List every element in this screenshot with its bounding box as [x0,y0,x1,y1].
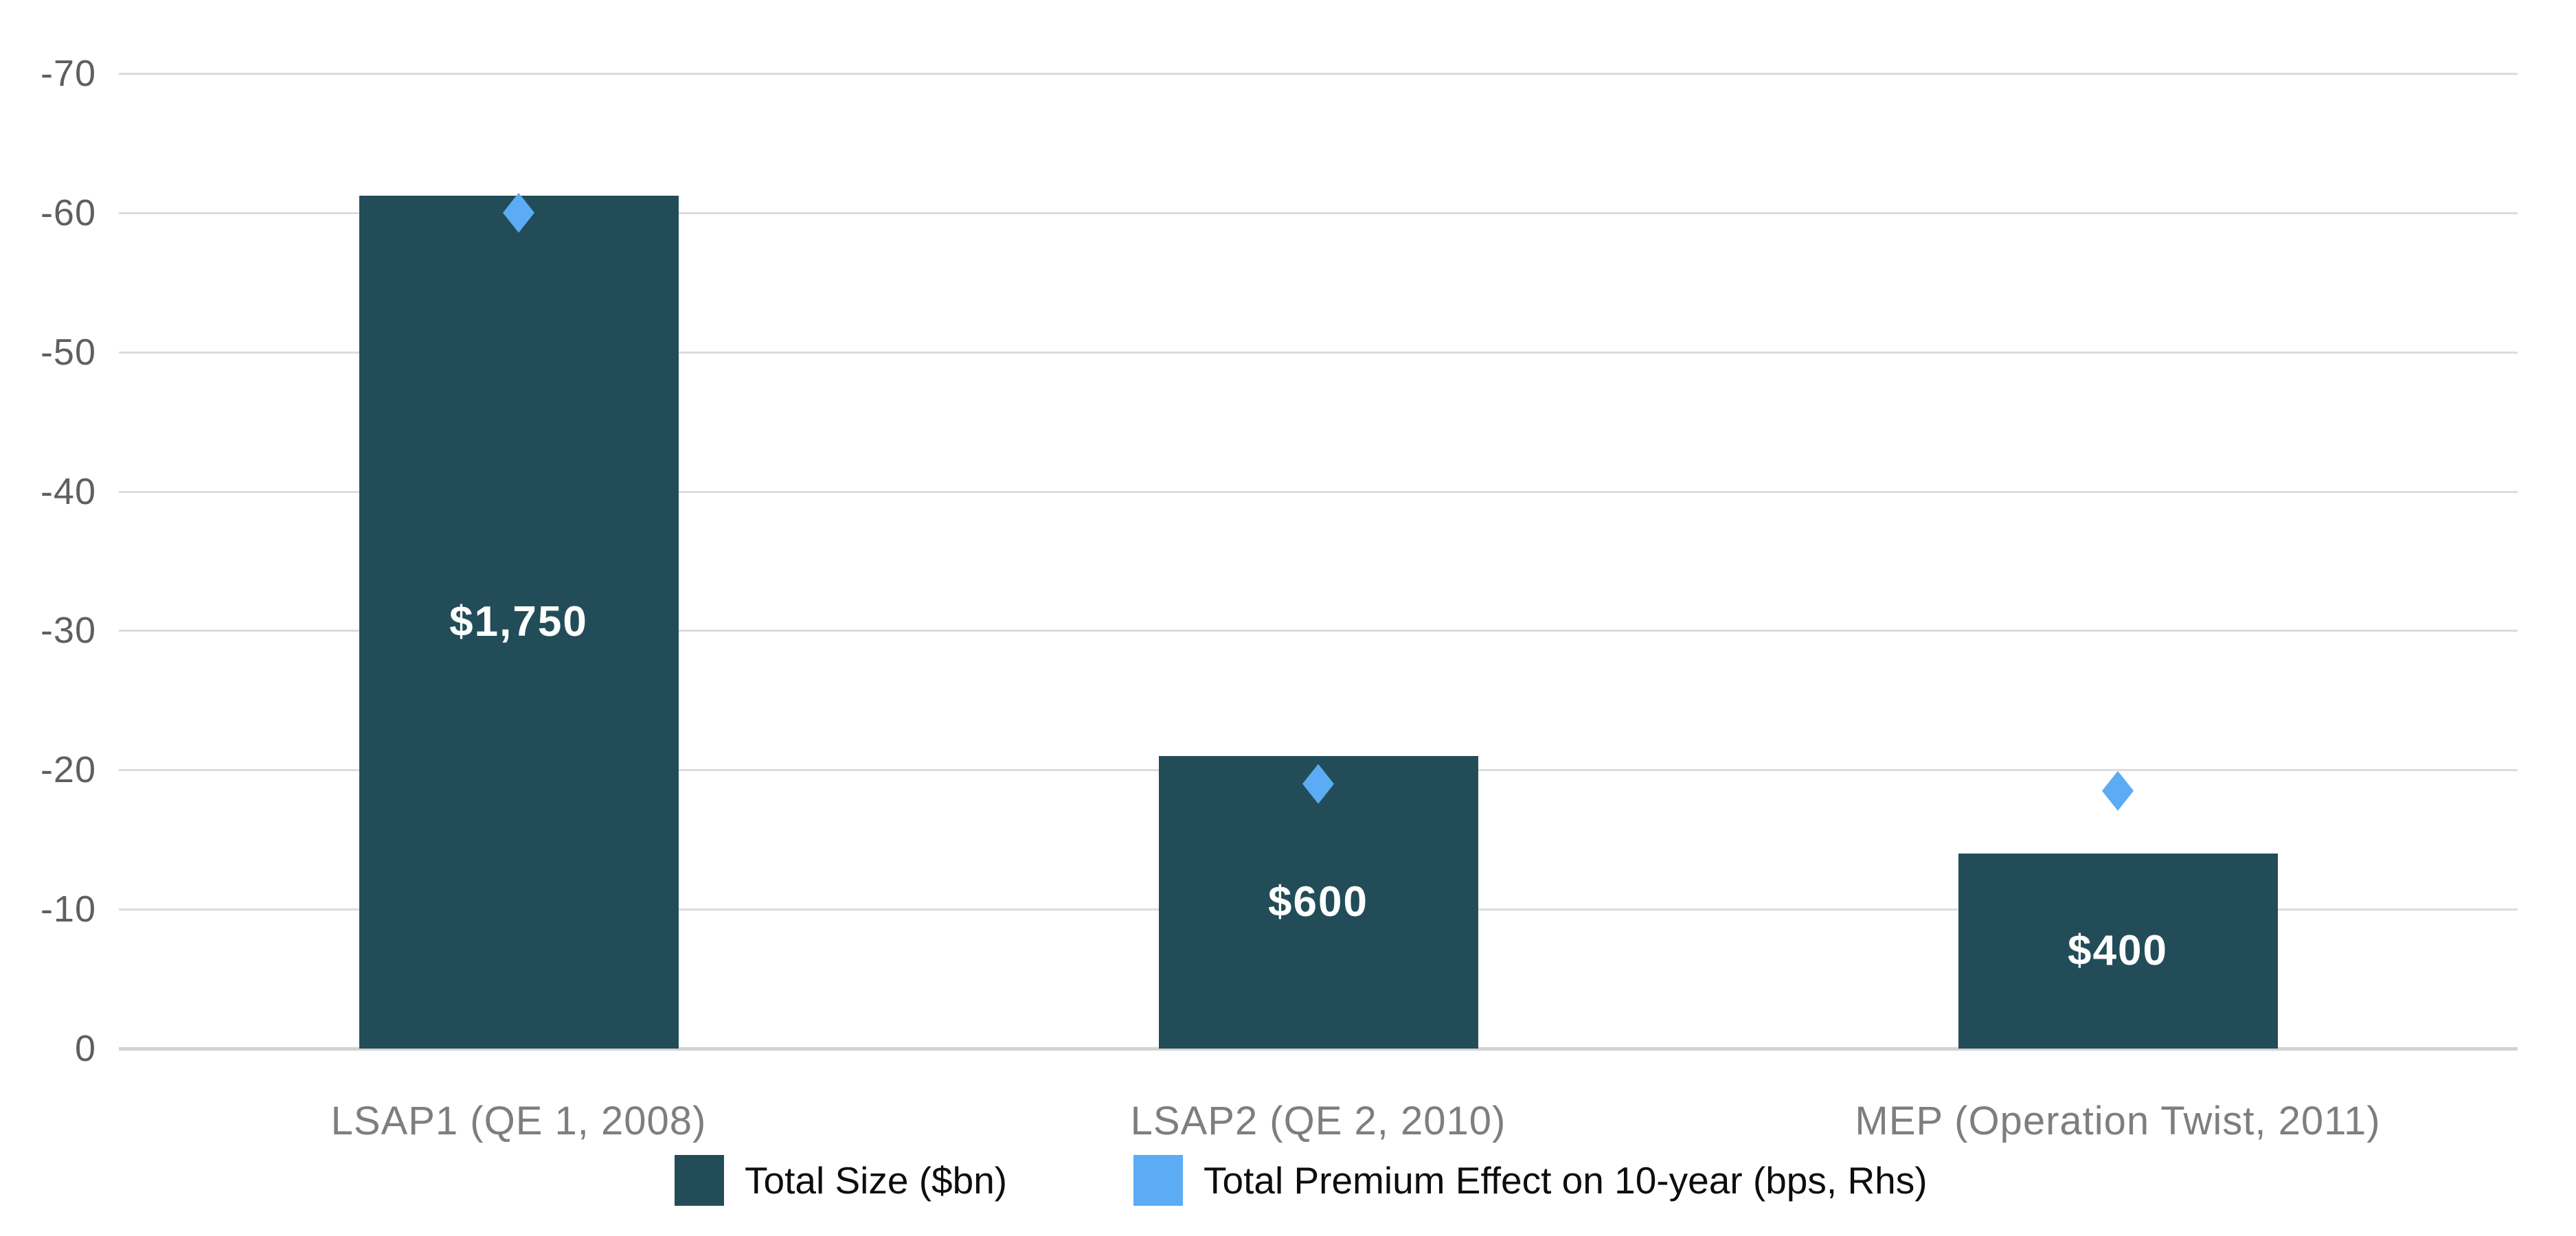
category-label: MEP (Operation Twist, 2011) [1855,1099,2381,1143]
legend-label-premium-effect: Total Premium Effect on 10-year (bps, Rh… [1204,1159,1928,1202]
legend-item-premium-effect: Total Premium Effect on 10-year (bps, Rh… [1133,1155,1928,1206]
y-tick-label: -60 [40,192,96,233]
y-tick-label: -70 [40,53,96,94]
gridline [119,351,2518,354]
x-axis-baseline [119,1047,2518,1051]
bar [359,195,679,1049]
bar-value-label: $600 [1268,878,1368,926]
bar [1958,854,2278,1049]
bar-value-label: $1,750 [449,597,588,645]
gridline [119,73,2518,75]
bar [1158,756,1478,1049]
y-tick-label: 0 [74,1028,96,1069]
category-label: LSAP2 (QE 2, 2010) [1130,1099,1506,1143]
bar-value-label: $400 [2068,927,2168,974]
category-label: LSAP1 (QE 1, 2008) [330,1099,707,1143]
gridline [119,211,2518,214]
diamond-marker [2102,770,2134,811]
y-tick-label: -50 [40,331,96,373]
y-tick-label: -30 [40,610,96,652]
y-tick-label: -20 [40,749,96,791]
legend-item-total-size: Total Size ($bn) [675,1155,1007,1206]
gridline [119,490,2518,493]
gridline [119,630,2518,632]
legend-swatch-total-size [675,1155,724,1206]
y-tick-label: -10 [40,889,96,930]
legend-swatch-premium-effect [1133,1155,1183,1206]
legend: Total Size ($bn) Total Premium Effect on… [0,1155,2576,1210]
y-tick-label: -40 [40,470,96,512]
legend-label-total-size: Total Size ($bn) [745,1159,1008,1202]
